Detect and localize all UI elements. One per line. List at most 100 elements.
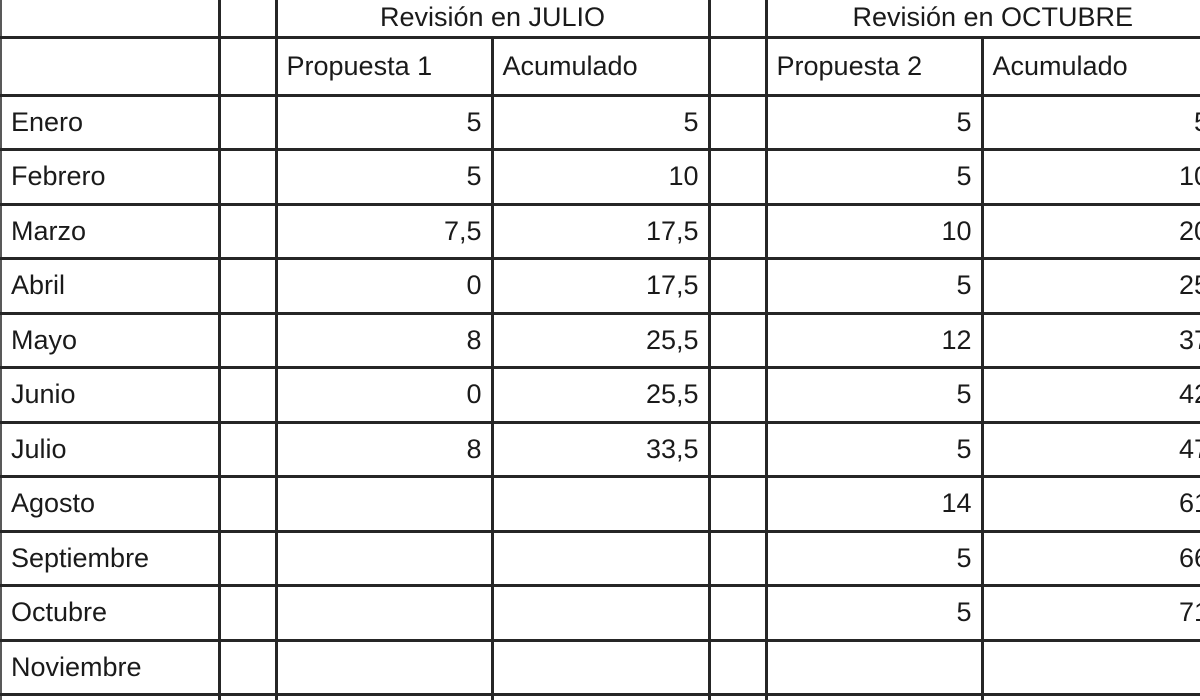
spacer-cell-octubre <box>707 638 768 696</box>
spacer-cell-octubre <box>707 693 768 700</box>
row-label-month[interactable]: Julio <box>0 420 220 478</box>
cell-octubre-acumulado[interactable]: 61 <box>980 475 1200 533</box>
row-label-month[interactable]: Enero <box>0 93 220 151</box>
cell-octubre-acumulado[interactable]: 20 <box>980 202 1200 260</box>
row-label-month[interactable]: Noviembre <box>0 638 220 696</box>
cell-julio-propuesta[interactable]: 5 <box>276 93 494 151</box>
spacer-cell-octubre <box>707 311 768 369</box>
spacer-cell-julio <box>217 584 278 642</box>
cell-octubre-propuesta[interactable]: 12 <box>766 311 984 369</box>
corner-cell[interactable] <box>0 0 220 39</box>
spacer-cell-julio <box>217 93 278 151</box>
cell-julio-acumulado[interactable]: 25,5 <box>490 311 710 369</box>
cell-julio-propuesta[interactable]: 5 <box>276 148 494 206</box>
cell-julio-acumulado[interactable]: 5 <box>490 93 710 151</box>
cell-julio-acumulado[interactable]: 10 <box>490 148 710 206</box>
cell-octubre-propuesta[interactable]: 10 <box>766 202 984 260</box>
cell-julio-acumulado[interactable] <box>490 475 710 533</box>
spacer-cell-julio <box>217 693 278 700</box>
cell-octubre-acumulado[interactable]: 66 <box>980 529 1200 587</box>
spacer-cell-julio <box>217 475 278 533</box>
spacer-cell-julio <box>217 0 278 39</box>
cell-octubre-acumulado[interactable]: 71 <box>980 584 1200 642</box>
cell-octubre-acumulado[interactable]: 47 <box>980 420 1200 478</box>
table-row: Marzo 7,5 17,5 10 20 <box>0 202 1200 260</box>
spacer-cell-julio <box>217 311 278 369</box>
cell-julio-propuesta[interactable]: 8 <box>276 311 494 369</box>
cell-julio-propuesta[interactable] <box>276 693 494 700</box>
cell-julio-acumulado[interactable]: 25,5 <box>490 366 710 424</box>
cell-julio-propuesta[interactable] <box>276 638 494 696</box>
table-row: Abril 0 17,5 5 25 <box>0 257 1200 315</box>
cell-julio-propuesta[interactable] <box>276 475 494 533</box>
cell-julio-propuesta[interactable] <box>276 584 494 642</box>
spacer-cell-julio <box>217 202 278 260</box>
cell-octubre-propuesta[interactable]: 14 <box>766 475 984 533</box>
table-row: Junio 0 25,5 5 42 <box>0 366 1200 424</box>
cell-octubre-propuesta[interactable] <box>766 638 984 696</box>
section-header-octubre[interactable]: Revisión en OCTUBRE <box>766 0 1200 39</box>
cell-julio-propuesta[interactable]: 8 <box>276 420 494 478</box>
row-label-month[interactable]: Abril <box>0 257 220 315</box>
table-row-partial <box>0 693 1200 700</box>
column-header-julio-acumulado[interactable]: Acumulado <box>490 35 710 97</box>
cell-octubre-acumulado[interactable]: 5 <box>980 93 1200 151</box>
cell-octubre-acumulado[interactable]: 25 <box>980 257 1200 315</box>
spacer-cell-octubre <box>707 0 768 39</box>
spacer-cell-octubre <box>707 420 768 478</box>
cell-julio-acumulado[interactable]: 33,5 <box>490 420 710 478</box>
cell-octubre-propuesta[interactable] <box>766 693 984 700</box>
spacer-cell-octubre <box>707 257 768 315</box>
cell-octubre-acumulado[interactable]: 10 <box>980 148 1200 206</box>
row-label-month[interactable]: Febrero <box>0 148 220 206</box>
cell-julio-acumulado[interactable]: 17,5 <box>490 257 710 315</box>
table-row-section-headers: Revisión en JULIO Revisión en OCTUBRE <box>0 0 1200 39</box>
cell-julio-propuesta[interactable] <box>276 529 494 587</box>
spacer-cell-julio <box>217 35 278 97</box>
cell-octubre-acumulado[interactable] <box>980 693 1200 700</box>
cell-octubre-propuesta[interactable]: 5 <box>766 420 984 478</box>
cell-octubre-acumulado[interactable]: 42 <box>980 366 1200 424</box>
spacer-cell-octubre <box>707 366 768 424</box>
cell-julio-propuesta[interactable]: 7,5 <box>276 202 494 260</box>
row-label-month[interactable]: Junio <box>0 366 220 424</box>
row-label-month[interactable]: Marzo <box>0 202 220 260</box>
table-row: Enero 5 5 5 5 <box>0 93 1200 151</box>
cell-octubre-propuesta[interactable]: 5 <box>766 366 984 424</box>
column-header-octubre-propuesta[interactable]: Propuesta 2 <box>766 35 984 97</box>
table-row: Noviembre <box>0 638 1200 696</box>
cell-octubre-propuesta[interactable]: 5 <box>766 257 984 315</box>
table-row: Febrero 5 10 5 10 <box>0 148 1200 206</box>
cell-julio-acumulado[interactable] <box>490 693 710 700</box>
column-header-julio-propuesta[interactable]: Propuesta 1 <box>276 35 494 97</box>
row-label-month[interactable]: Agosto <box>0 475 220 533</box>
cell-octubre-acumulado[interactable]: 37 <box>980 311 1200 369</box>
row-label-month[interactable]: Mayo <box>0 311 220 369</box>
spacer-cell-julio <box>217 257 278 315</box>
cell-octubre-propuesta[interactable]: 5 <box>766 529 984 587</box>
cell-octubre-propuesta[interactable]: 5 <box>766 93 984 151</box>
cell-julio-acumulado[interactable] <box>490 529 710 587</box>
table-row: Octubre 5 71 <box>0 584 1200 642</box>
row-header-blank-cell[interactable] <box>0 35 220 97</box>
cell-octubre-propuesta[interactable]: 5 <box>766 148 984 206</box>
spacer-cell-octubre <box>707 529 768 587</box>
cell-octubre-acumulado[interactable] <box>980 638 1200 696</box>
table-row-column-headers: Propuesta 1 Acumulado Propuesta 2 Acumul… <box>0 35 1200 97</box>
cell-julio-propuesta[interactable]: 0 <box>276 257 494 315</box>
row-label-month[interactable]: Septiembre <box>0 529 220 587</box>
spacer-cell-octubre <box>707 35 768 97</box>
row-label-month[interactable] <box>0 693 220 700</box>
section-header-julio[interactable]: Revisión en JULIO <box>276 0 710 39</box>
cell-julio-propuesta[interactable]: 0 <box>276 366 494 424</box>
column-header-octubre-acumulado[interactable]: Acumulado <box>980 35 1200 97</box>
cell-julio-acumulado[interactable] <box>490 584 710 642</box>
row-label-month[interactable]: Octubre <box>0 584 220 642</box>
cell-julio-acumulado[interactable] <box>490 638 710 696</box>
table-row: Septiembre 5 66 <box>0 529 1200 587</box>
cell-octubre-propuesta[interactable]: 5 <box>766 584 984 642</box>
table-row: Julio 8 33,5 5 47 <box>0 420 1200 478</box>
cell-julio-acumulado[interactable]: 17,5 <box>490 202 710 260</box>
